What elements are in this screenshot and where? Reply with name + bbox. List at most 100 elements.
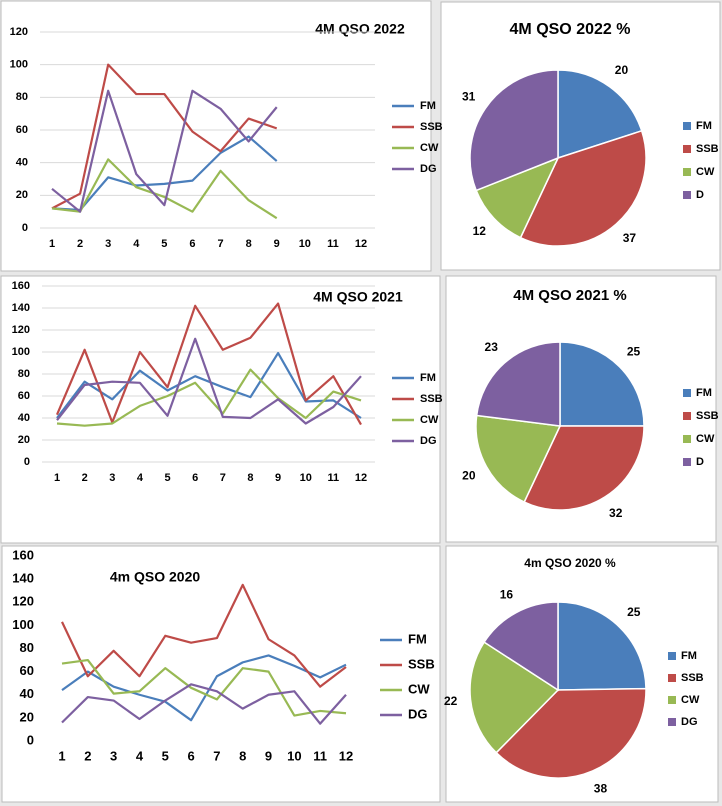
- y-tick-label: 100: [12, 617, 34, 632]
- x-tick-label: 11: [313, 748, 327, 763]
- data-label: 25: [627, 605, 641, 619]
- y-tick-label: 120: [12, 594, 34, 609]
- y-tick-label: 40: [16, 157, 28, 169]
- x-tick-label: 6: [189, 238, 195, 250]
- y-tick-label: 100: [12, 346, 30, 358]
- legend-swatch: [683, 458, 691, 466]
- y-tick-label: 80: [18, 368, 30, 380]
- x-tick-label: 3: [110, 748, 117, 763]
- x-tick-label: 4: [133, 238, 140, 250]
- series-line: [55, 302, 362, 426]
- series-line: [51, 89, 278, 213]
- x-tick-label: 7: [220, 472, 226, 484]
- data-label: 32: [609, 506, 623, 520]
- pie-slice: [469, 641, 560, 754]
- data-label: 12: [473, 224, 487, 238]
- pie-slice: [559, 341, 645, 427]
- series-line: [51, 158, 278, 220]
- pie-slice: [557, 601, 647, 691]
- data-label: 31: [462, 89, 476, 103]
- x-tick-label: 5: [164, 472, 170, 484]
- y-tick-label: 80: [20, 640, 34, 655]
- legend-swatch: [683, 168, 691, 176]
- y-tick-label: 100: [10, 59, 28, 71]
- data-label: 16: [500, 587, 514, 601]
- series-line: [56, 337, 362, 425]
- data-label: 37: [623, 231, 637, 245]
- y-tick-label: 0: [22, 222, 28, 234]
- x-tick-label: 8: [246, 238, 252, 250]
- data-label: 23: [485, 340, 499, 354]
- legend-swatch: [683, 412, 691, 420]
- legend-label: DG: [420, 435, 437, 447]
- x-tick-label: 12: [355, 472, 367, 484]
- series-line: [56, 352, 362, 419]
- legend-label: SSB: [408, 656, 435, 671]
- chart-title: 4M QSO 2022 %: [510, 21, 631, 38]
- pie-slice: [523, 425, 645, 511]
- y-tick-label: 60: [20, 663, 34, 678]
- data-label: 25: [627, 345, 641, 359]
- y-tick-label: 20: [16, 189, 28, 201]
- x-tick-label: 11: [328, 472, 340, 484]
- legend-label: FM: [408, 631, 427, 646]
- legend-swatch: [668, 718, 676, 726]
- legend-label: SSB: [420, 121, 443, 133]
- x-tick-label: 3: [109, 472, 115, 484]
- legend-label: DG: [420, 163, 437, 175]
- legend-label: CW: [696, 166, 715, 178]
- pie-slice: [557, 69, 643, 160]
- y-tick-label: 20: [20, 709, 34, 724]
- pie-slice: [475, 341, 561, 427]
- x-tick-label: 11: [327, 238, 339, 250]
- legend-swatch: [668, 674, 676, 682]
- chart-title: 4m QSO 2020 %: [524, 556, 616, 570]
- y-tick-label: 120: [10, 26, 28, 38]
- y-tick-label: 60: [18, 390, 30, 402]
- y-tick-label: 160: [12, 280, 30, 292]
- pie-slice: [519, 129, 647, 247]
- y-tick-label: 80: [16, 91, 28, 103]
- pie-slice: [495, 687, 647, 779]
- data-label: 20: [615, 63, 629, 77]
- legend-label: CW: [696, 433, 715, 445]
- x-tick-label: 5: [161, 238, 167, 250]
- legend-label: DG: [408, 706, 428, 721]
- legend-label: D: [696, 456, 704, 468]
- x-tick-label: 10: [299, 238, 311, 250]
- x-tick-label: 7: [217, 238, 223, 250]
- legend-label: CW: [681, 694, 700, 706]
- series-line: [51, 135, 278, 212]
- pie-slice: [483, 601, 559, 692]
- legend-swatch: [683, 191, 691, 199]
- legend-label: CW: [420, 142, 439, 154]
- y-tick-label: 140: [12, 571, 34, 586]
- x-tick-label: 1: [54, 472, 60, 484]
- x-tick-label: 1: [49, 238, 55, 250]
- chart-title: 4m QSO 2020: [110, 569, 200, 585]
- legend-label: CW: [420, 414, 439, 426]
- x-tick-label: 12: [355, 238, 367, 250]
- pie-slice: [475, 156, 560, 239]
- x-tick-label: 1: [58, 748, 65, 763]
- x-tick-label: 5: [162, 748, 169, 763]
- panel: [0, 0, 432, 272]
- legend-swatch: [683, 145, 691, 153]
- legend-label: SSB: [681, 672, 704, 684]
- pie-slice: [475, 414, 562, 504]
- legend-swatch: [683, 389, 691, 397]
- data-label: 20: [462, 468, 476, 482]
- x-tick-label: 6: [192, 472, 198, 484]
- x-tick-label: 10: [287, 748, 301, 763]
- y-tick-label: 140: [12, 302, 30, 314]
- x-tick-label: 9: [265, 748, 272, 763]
- y-tick-label: 120: [12, 324, 30, 336]
- x-tick-label: 3: [105, 238, 111, 250]
- legend-swatch: [668, 652, 676, 660]
- x-tick-label: 12: [339, 748, 353, 763]
- legend-label: SSB: [696, 410, 719, 422]
- legend-label: FM: [681, 650, 697, 662]
- x-tick-label: 6: [187, 748, 194, 763]
- chart-title: 4M QSO 2022: [315, 21, 405, 37]
